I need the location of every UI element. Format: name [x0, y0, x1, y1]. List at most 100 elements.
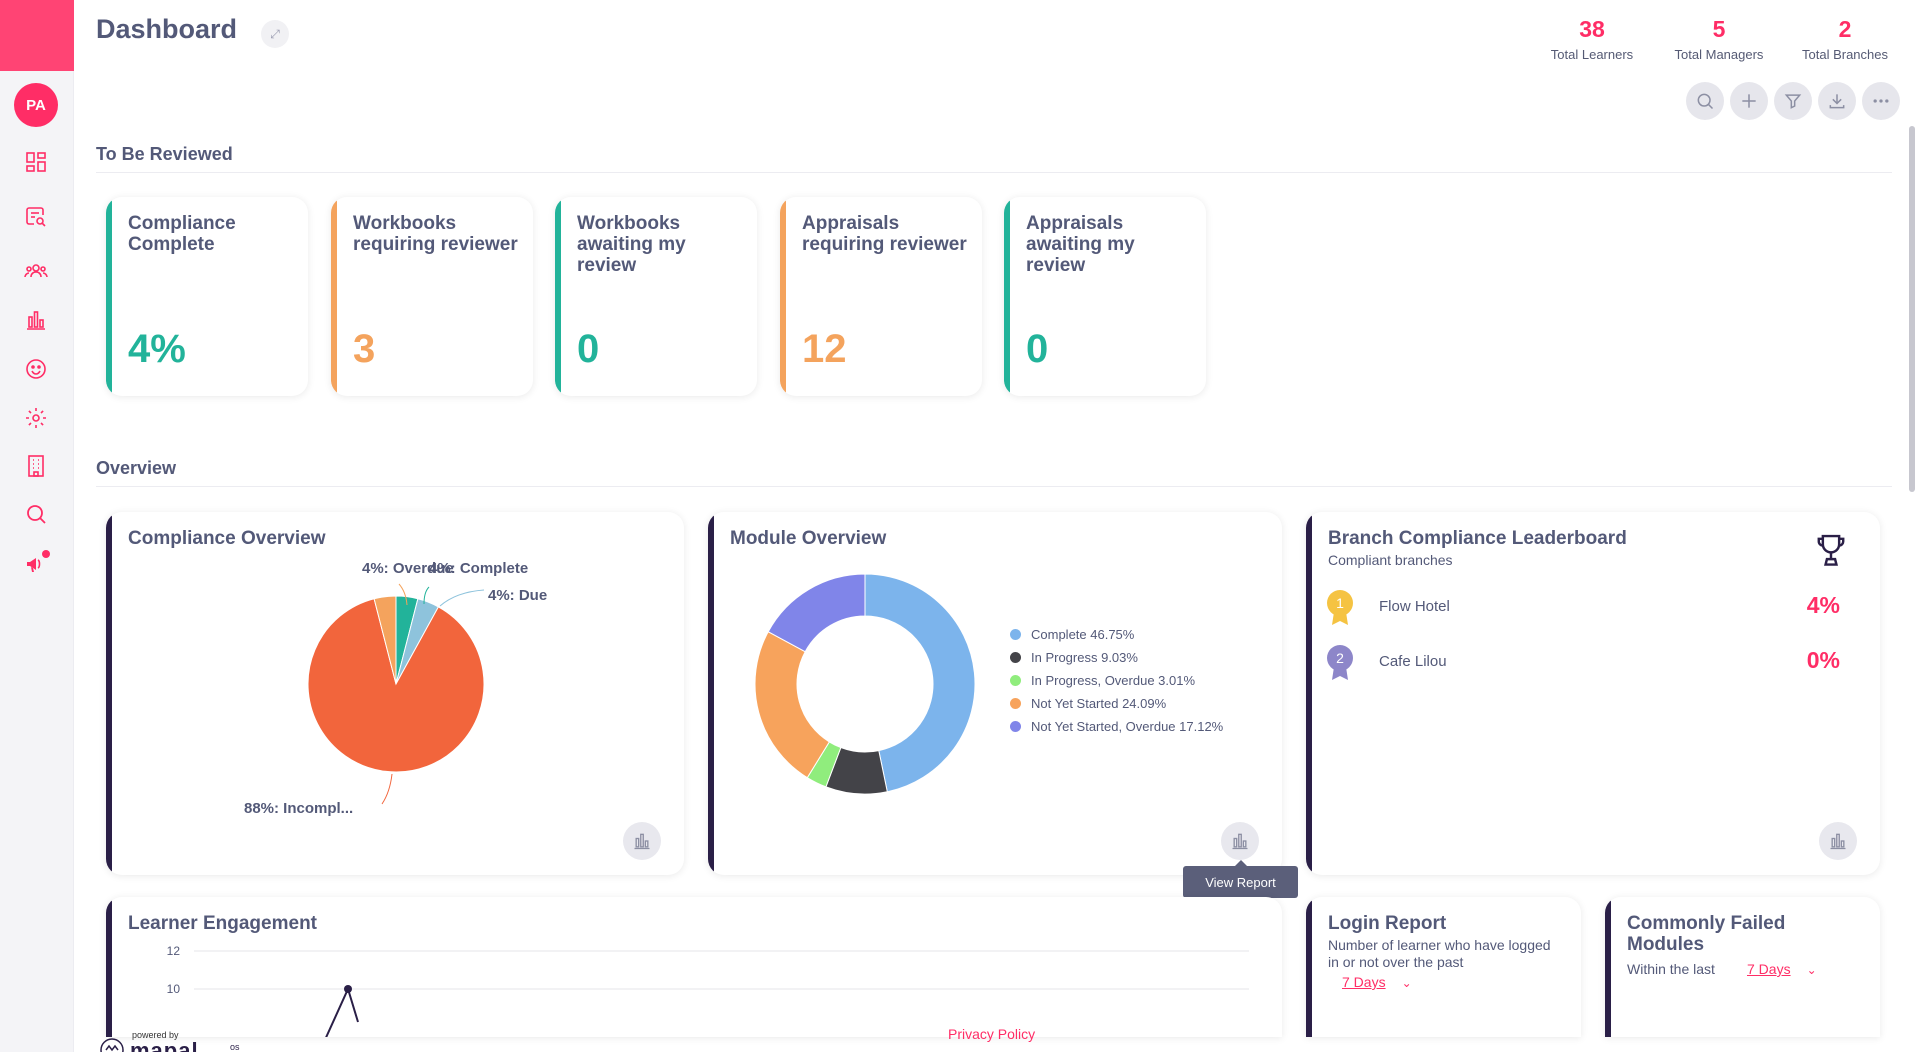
filter-icon: [1784, 94, 1802, 109]
building-icon[interactable]: [22, 452, 50, 480]
leaderboard-panel: Branch Compliance Leaderboard Compliant …: [1306, 512, 1880, 875]
legend-item-in-progress-overdue[interactable]: In Progress, Overdue 3.01%: [1010, 673, 1195, 688]
y-tick-label: 12: [167, 944, 181, 958]
powered-by-text: powered by: [132, 1030, 179, 1040]
expand-icon[interactable]: ⤢: [261, 20, 289, 48]
card-accent: [106, 197, 112, 396]
review-card-appraisals-awaiting-review[interactable]: Appraisals awaiting my review 0: [1004, 197, 1206, 396]
branch-name: Cafe Lilou: [1379, 653, 1447, 670]
legend-dot: [1010, 721, 1021, 732]
y-tick-label: 10: [167, 982, 181, 996]
review-card-workbooks-awaiting-review[interactable]: Workbooks awaiting my review 0: [555, 197, 757, 396]
legend-dot: [1010, 629, 1021, 640]
panel-subtitle: Within the last: [1627, 961, 1715, 977]
card-value: 0: [1026, 327, 1049, 371]
megaphone-icon[interactable]: [22, 550, 50, 578]
legend-label: Complete 46.75%: [1031, 627, 1135, 642]
stat-total-branches: 2 Total Branches: [1793, 16, 1897, 62]
card-accent: [331, 197, 337, 396]
leaderboard-row: 2 Cafe Lilou 0%: [1325, 643, 1840, 683]
panel-title: Module Overview: [730, 528, 887, 549]
bar-chart-icon: [1232, 833, 1248, 850]
learner-engagement-panel: Learner Engagement 12 10: [106, 897, 1282, 1037]
legend-dot: [1010, 652, 1021, 663]
download-icon: [1829, 94, 1845, 109]
download-button[interactable]: [1818, 82, 1856, 120]
period-value: 7 Days: [1747, 961, 1791, 977]
stat-value: 2: [1838, 16, 1852, 42]
legend-item-not-yet-started-overdue[interactable]: Not Yet Started, Overdue 17.12%: [1010, 719, 1223, 734]
legend-item-complete[interactable]: Complete 46.75%: [1010, 627, 1134, 642]
pie-slice-incomplete[interactable]: [307, 598, 485, 773]
search-button[interactable]: [1686, 82, 1724, 120]
gold-medal-icon: 1: [1325, 588, 1355, 633]
bar-chart-icon[interactable]: [22, 306, 50, 334]
period-select[interactable]: 7 Days ⌄: [1342, 974, 1412, 992]
failed-modules-panel: Commonly Failed Modules Within the last …: [1605, 897, 1880, 1037]
smiley-icon[interactable]: [22, 355, 50, 383]
legend-item-not-yet-started[interactable]: Not Yet Started 24.09%: [1010, 696, 1166, 711]
scrollbar[interactable]: [1907, 126, 1917, 526]
review-card-compliance-complete[interactable]: Compliance Complete 4%: [106, 197, 308, 396]
stat-total-managers: 5 Total Managers: [1667, 16, 1771, 62]
connector-overdue: [398, 583, 408, 606]
panel-subtitle: Number of learner who have logged in or …: [1328, 937, 1551, 970]
users-icon[interactable]: [22, 257, 50, 285]
pie-slice-overdue[interactable]: [373, 595, 397, 685]
panel-accent: [1605, 897, 1611, 1037]
panel-accent: [1306, 512, 1312, 875]
card-value: 0: [577, 327, 600, 371]
engagement-line-chart: 12 10: [167, 944, 1249, 1037]
engagement-data-point[interactable]: [344, 985, 352, 993]
card-title: Workbooks requiring reviewer: [353, 213, 518, 255]
view-report-button[interactable]: [1819, 822, 1857, 860]
dashboard-icon[interactable]: [22, 148, 50, 176]
period-select[interactable]: 7 Days ⌄: [1747, 961, 1817, 979]
notification-dot: [42, 550, 50, 558]
privacy-policy-link[interactable]: Privacy Policy: [948, 1026, 1036, 1042]
stat-value: 38: [1579, 16, 1605, 42]
scrollbar-thumb[interactable]: [1909, 126, 1915, 492]
search-icon: [1697, 93, 1714, 110]
compliance-overview-panel: Compliance Overview 4%: Overdue 4%: Comp…: [106, 512, 684, 875]
stat-value: 5: [1712, 16, 1726, 42]
card-value: 3: [353, 327, 376, 371]
engagement-series-line: [325, 986, 359, 1037]
branch-value: 0%: [1806, 647, 1840, 673]
chevron-down-icon: ⌄: [1401, 976, 1412, 990]
stat-label: Total Learners: [1550, 47, 1634, 62]
pie-slice-complete[interactable]: [864, 573, 976, 793]
module-donut-chart: [754, 573, 976, 795]
card-accent: [555, 197, 561, 396]
search-list-icon[interactable]: [22, 203, 50, 231]
medal-rank: 2: [1336, 650, 1344, 666]
card-title: Appraisals requiring reviewer: [802, 213, 967, 255]
legend-item-in-progress[interactable]: In Progress 9.03%: [1010, 650, 1138, 665]
search-icon[interactable]: [22, 500, 50, 528]
filter-button[interactable]: [1774, 82, 1812, 120]
legend-dot: [1010, 675, 1021, 686]
card-value: 4%: [128, 327, 186, 371]
stat-label: Total Managers: [1674, 47, 1764, 62]
divider: [96, 172, 1892, 173]
pie-slice-not-yet-started[interactable]: [754, 631, 831, 779]
gear-icon[interactable]: [22, 404, 50, 432]
sidebar: PA: [0, 0, 74, 1052]
view-report-button[interactable]: [623, 822, 661, 860]
review-card-appraisals-requiring-reviewer[interactable]: Appraisals requiring reviewer 12: [780, 197, 982, 396]
avatar[interactable]: PA: [14, 83, 58, 127]
connector-due: [439, 589, 485, 607]
brand-logo-block[interactable]: [0, 0, 74, 71]
module-overview-panel: Module Overview: [708, 512, 1282, 875]
panel-title: Branch Compliance Leaderboard: [1328, 528, 1627, 549]
chevron-down-icon: ⌄: [1806, 963, 1817, 977]
view-report-button[interactable]: [1221, 822, 1259, 860]
panel-title: Learner Engagement: [128, 913, 317, 934]
more-button[interactable]: [1862, 82, 1900, 120]
compliance-pie-chart: 4%: Overdue 4%: Complete 4%: Due 88%: In…: [244, 560, 547, 817]
medal-rank: 1: [1336, 595, 1344, 611]
review-card-workbooks-requiring-reviewer[interactable]: Workbooks requiring reviewer 3: [331, 197, 533, 396]
logo-suffix: os: [230, 1042, 240, 1052]
pie-slice-not-yet-started-overdue[interactable]: [767, 573, 866, 653]
add-button[interactable]: [1730, 82, 1768, 120]
